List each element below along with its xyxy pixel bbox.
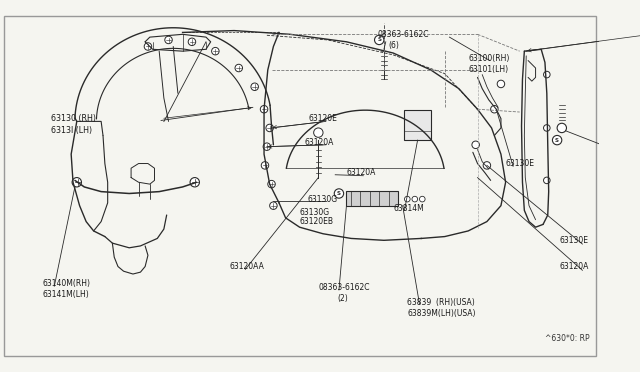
Circle shape xyxy=(543,71,550,78)
Circle shape xyxy=(235,64,243,72)
Circle shape xyxy=(419,196,425,202)
Text: 63120A: 63120A xyxy=(346,169,376,177)
Text: 63120E: 63120E xyxy=(309,114,338,123)
Text: ^630*0: RP: ^630*0: RP xyxy=(545,334,590,343)
Text: 63839M(LH)(USA): 63839M(LH)(USA) xyxy=(407,309,476,318)
Circle shape xyxy=(164,36,172,44)
Circle shape xyxy=(260,106,268,113)
Text: 63120AA: 63120AA xyxy=(229,262,264,271)
Text: 63141M(LH): 63141M(LH) xyxy=(42,290,89,299)
Circle shape xyxy=(251,83,259,90)
Circle shape xyxy=(261,162,269,169)
Text: 08363-6162C: 08363-6162C xyxy=(318,283,370,292)
Circle shape xyxy=(144,43,152,50)
Circle shape xyxy=(557,123,566,133)
Text: 63130G: 63130G xyxy=(300,208,330,217)
Text: 63814M: 63814M xyxy=(393,204,424,213)
Circle shape xyxy=(404,196,410,202)
Text: 63100(RH): 63100(RH) xyxy=(468,54,509,63)
Circle shape xyxy=(263,143,271,150)
Circle shape xyxy=(334,189,344,198)
Circle shape xyxy=(552,135,562,145)
Circle shape xyxy=(472,141,479,148)
Circle shape xyxy=(268,180,275,188)
Text: 6313l (LH): 6313l (LH) xyxy=(51,126,93,135)
Text: 63101(LH): 63101(LH) xyxy=(468,65,508,74)
FancyBboxPatch shape xyxy=(404,110,431,140)
Circle shape xyxy=(483,162,491,169)
Text: S: S xyxy=(337,191,341,196)
Text: 63120EB: 63120EB xyxy=(300,217,333,226)
Text: S: S xyxy=(377,38,381,42)
Circle shape xyxy=(412,196,418,202)
Text: 63140M(RH): 63140M(RH) xyxy=(42,279,90,288)
Text: 63130G: 63130G xyxy=(307,195,337,203)
Circle shape xyxy=(266,124,273,132)
Circle shape xyxy=(314,128,323,137)
Text: (6): (6) xyxy=(388,41,399,50)
Circle shape xyxy=(497,80,505,88)
Circle shape xyxy=(72,177,81,187)
Text: 63130E: 63130E xyxy=(560,236,589,245)
FancyBboxPatch shape xyxy=(346,191,398,206)
Circle shape xyxy=(374,35,384,45)
Text: 63130E: 63130E xyxy=(506,159,534,168)
Circle shape xyxy=(190,177,200,187)
Circle shape xyxy=(269,202,277,209)
Text: (2): (2) xyxy=(337,294,348,303)
Text: 08363-6162C: 08363-6162C xyxy=(378,30,429,39)
Text: 63120A: 63120A xyxy=(560,262,589,271)
Text: 63839  (RH)(USA): 63839 (RH)(USA) xyxy=(407,298,475,307)
Text: 63820: 63820 xyxy=(618,26,640,35)
Circle shape xyxy=(543,177,550,184)
Circle shape xyxy=(491,106,498,113)
Circle shape xyxy=(543,125,550,131)
Text: 63130 (RH): 63130 (RH) xyxy=(51,114,97,123)
Text: S: S xyxy=(555,138,559,142)
Circle shape xyxy=(212,47,219,55)
Text: 63120A: 63120A xyxy=(304,138,333,147)
Circle shape xyxy=(188,38,196,45)
